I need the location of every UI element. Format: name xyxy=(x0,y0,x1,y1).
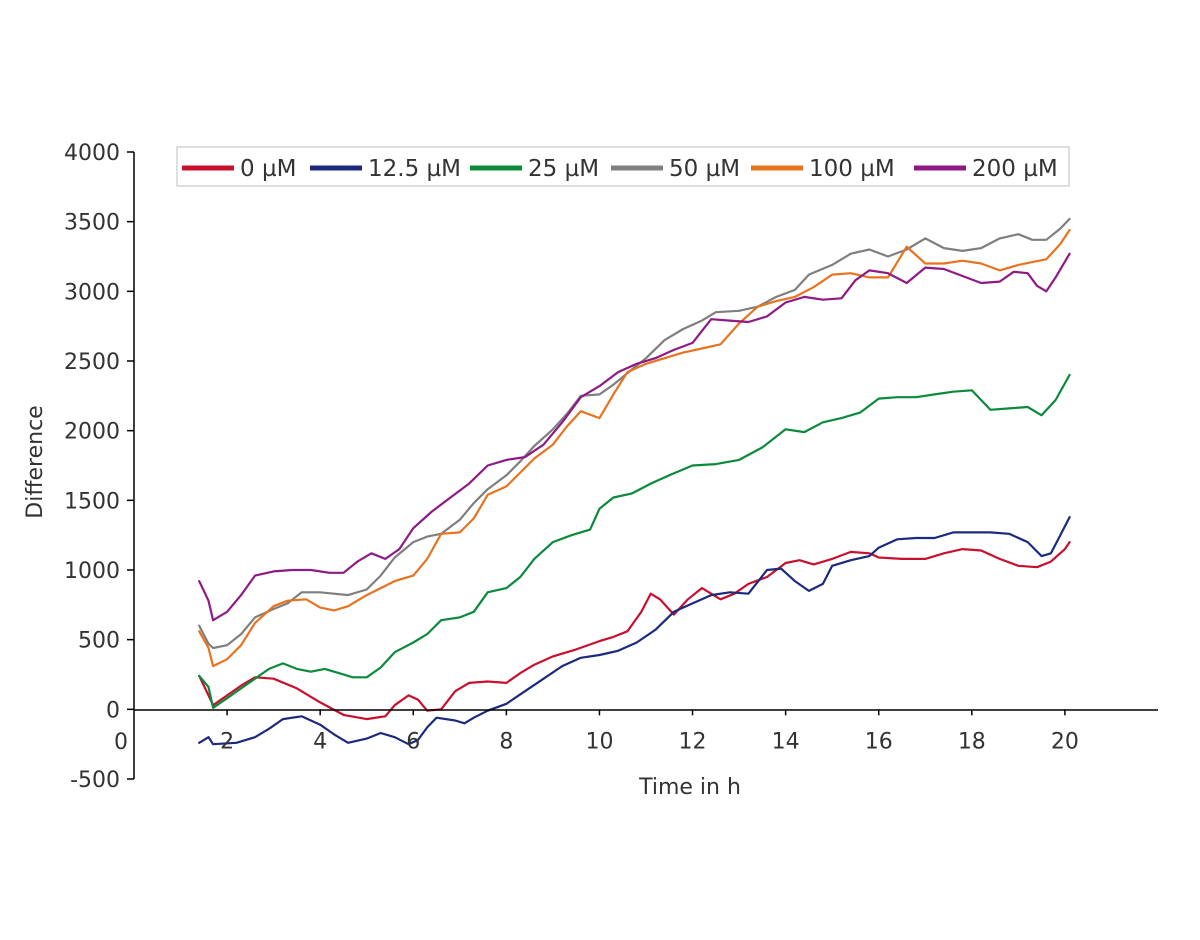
x-axis-origin-label: 0 xyxy=(114,730,128,755)
y-tick-label: 2000 xyxy=(64,420,120,445)
axes-layer xyxy=(133,152,1158,779)
legend-label: 200 µM xyxy=(972,156,1058,182)
y-tick-label: -500 xyxy=(70,768,120,793)
y-tick-label: 4000 xyxy=(64,141,120,166)
y-tick-label: 500 xyxy=(78,629,120,654)
legend-label: 50 µM xyxy=(669,156,740,182)
x-axis-title: Time in h xyxy=(638,775,741,800)
x-tick-label: 8 xyxy=(499,729,513,754)
series-layer xyxy=(198,217,1071,746)
y-tick-label: 1000 xyxy=(64,559,120,584)
x-tick-label: 4 xyxy=(313,729,327,754)
y-tick-label: 2500 xyxy=(64,350,120,375)
x-tick-label: 12 xyxy=(679,729,707,754)
x-tick-label: 14 xyxy=(772,729,800,754)
legend-label: 12.5 µM xyxy=(368,156,461,182)
y-tick-label: 3000 xyxy=(64,280,120,305)
x-tick-label: 2 xyxy=(220,729,234,754)
ticks-layer: -500 0 500 1000 1500 2000 2500 3000 3500 4000 2 4 6 8… xyxy=(64,141,1079,793)
y-tick-label: 3500 xyxy=(64,211,120,236)
y-axis-title: Difference xyxy=(23,405,48,518)
legend: 0 µM 12.5 µM 25 µM 50 µM 100 µM 200 µM xyxy=(176,146,1070,187)
legend-label: 25 µM xyxy=(528,156,599,182)
y-tick-label: 0 xyxy=(106,698,120,723)
legend-label: 0 µM xyxy=(240,156,296,182)
series-line-1 xyxy=(198,541,1071,721)
x-tick-label: 10 xyxy=(585,729,613,754)
legend-label: 100 µM xyxy=(809,156,895,182)
x-tick-label: 16 xyxy=(865,729,893,754)
series-line-3 xyxy=(198,373,1071,709)
x-tick-label: 6 xyxy=(406,729,420,754)
x-tick-label: 18 xyxy=(958,729,986,754)
series-line-2 xyxy=(198,516,1071,746)
series-line-6 xyxy=(198,252,1071,622)
series-line-5 xyxy=(198,228,1071,668)
x-tick-label: 20 xyxy=(1051,729,1079,754)
series-line-4 xyxy=(198,217,1071,650)
y-tick-label: 1500 xyxy=(64,489,120,514)
